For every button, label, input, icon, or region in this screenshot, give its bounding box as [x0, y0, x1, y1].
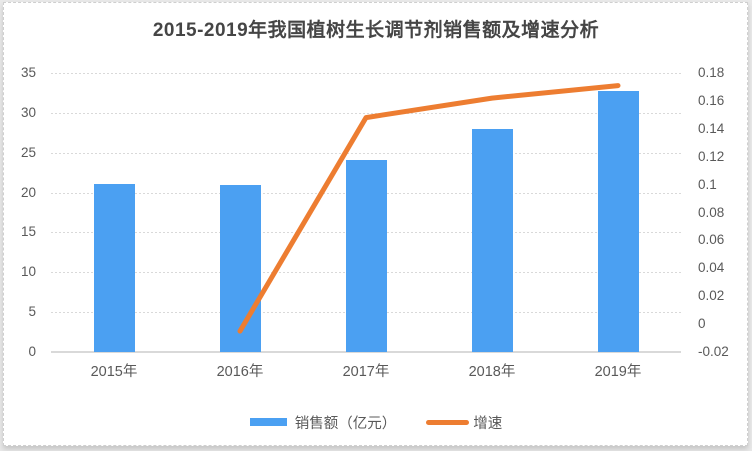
line-swatch-icon: [426, 419, 470, 425]
right-axis-tick-label: -0.02: [698, 344, 729, 359]
right-axis-tick-label: 0.02: [698, 288, 725, 304]
plot-area: 35 30 25 20 15 10 5 0 0.18 0.16 0.14 0.12 0.1 0.08 0.0…: [21, 66, 729, 381]
gridline: [51, 112, 681, 114]
legend-item-sales: 销售额（亿元）: [249, 412, 397, 433]
x-axis-category-label: 2015年: [90, 364, 138, 380]
right-axis-tick-label: 0: [698, 316, 706, 332]
bar-2017年: [345, 159, 387, 352]
growth-line-series: [237, 83, 621, 334]
x-axis-category-label: 2018年: [468, 364, 516, 380]
right-axis-tick-label: 0.14: [698, 120, 725, 136]
left-axis-tick-label: 10: [20, 264, 36, 280]
x-axis-category-label: 2019年: [594, 364, 642, 380]
bar-2015年: [93, 183, 135, 352]
gridline: [51, 73, 681, 74]
chart-legend: 销售额（亿元） 增速: [0, 409, 752, 435]
x-axis-line: [51, 351, 681, 353]
left-axis-tick-label: 30: [20, 104, 36, 120]
bar-2016年: [219, 184, 261, 352]
right-axis-tick-label: 0.06: [698, 232, 725, 248]
chart-title: 2015-2019年我国植树生长调节剂销售额及增速分析: [152, 20, 600, 41]
bar-2018年: [471, 128, 513, 352]
legend-label: 增速: [473, 415, 503, 432]
right-axis-tick-label: 0.18: [698, 65, 725, 80]
right-axis-tick-label: 0.04: [698, 260, 725, 276]
left-axis-tick-label: 35: [20, 65, 36, 80]
gridline: [51, 152, 681, 154]
legend-label: 销售额（亿元）: [294, 415, 397, 432]
x-axis-category-label: 2016年: [216, 364, 264, 380]
left-axis-tick-label: 5: [28, 304, 36, 320]
bar-2019年: [597, 90, 639, 352]
growth-line: [237, 83, 621, 334]
left-axis-tick-label: 20: [20, 184, 36, 200]
right-axis-tick-label: 0.08: [698, 204, 725, 220]
legend-item-growth: 增速: [426, 412, 502, 433]
right-axis-tick-label: 0.1: [698, 176, 717, 192]
left-axis-tick-label: 0: [28, 344, 36, 359]
left-axis-tick-label: 25: [20, 144, 36, 160]
right-axis-tick-label: 0.16: [698, 92, 725, 108]
x-axis-category-label: 2017年: [342, 364, 390, 380]
bar-swatch-icon: [249, 418, 287, 426]
left-axis-tick-label: 15: [20, 224, 36, 240]
right-axis-tick-label: 0.12: [698, 148, 725, 164]
